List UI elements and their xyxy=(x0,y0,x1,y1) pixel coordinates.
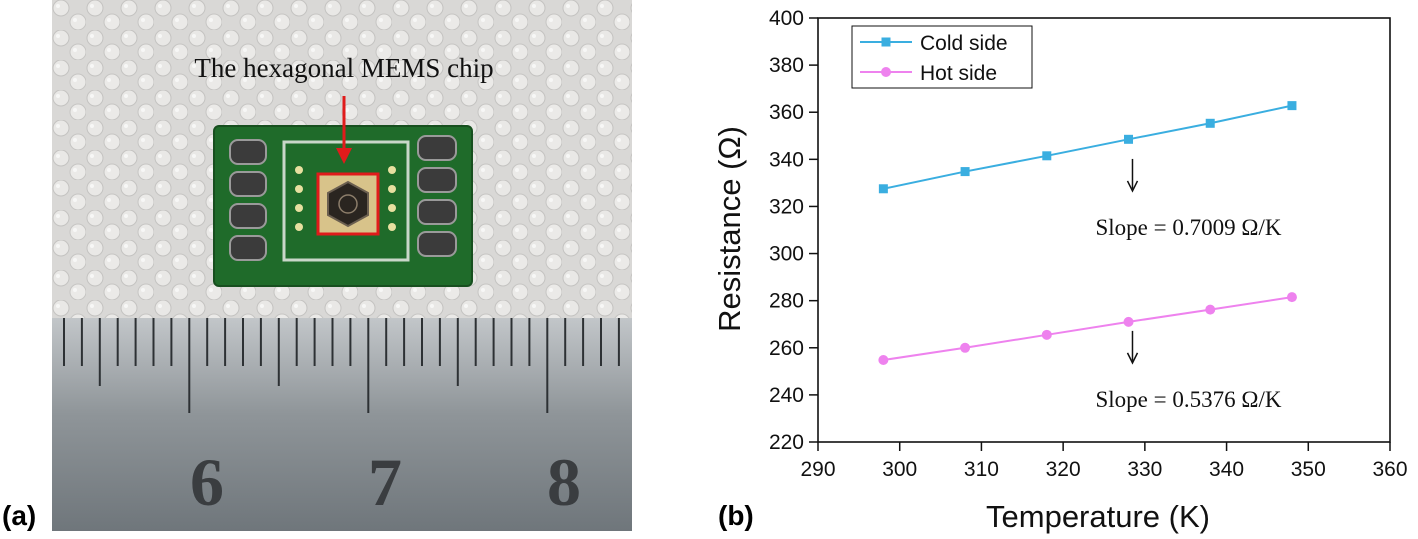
series-line-2 xyxy=(883,296,1293,362)
data-point xyxy=(1123,316,1134,327)
y-tick-label: 340 xyxy=(769,148,804,171)
slope-arrow-head xyxy=(1126,180,1139,193)
y-axis-label: Resistance (Ω) xyxy=(712,126,747,332)
data-point xyxy=(1205,304,1216,315)
data-point xyxy=(960,167,970,177)
pcb-inner-trace xyxy=(282,140,410,262)
data-point xyxy=(1286,292,1297,303)
x-tick-label: 300 xyxy=(882,458,917,481)
x-tick-label: 350 xyxy=(1291,458,1326,481)
series-layer xyxy=(878,101,1297,366)
y-tick-label: 400 xyxy=(769,7,804,30)
annotation-arrow-head xyxy=(336,148,352,164)
legend-box xyxy=(851,25,1033,89)
slope-annotations: Slope = 0.7009 Ω/K Slope = 0.5376 Ω/K xyxy=(1095,158,1282,412)
data-point xyxy=(1042,151,1052,161)
panel-label-b: (b) xyxy=(718,500,754,531)
data-point xyxy=(1124,134,1134,144)
y-tick-label: 300 xyxy=(769,243,804,266)
bond-pads xyxy=(295,166,396,231)
y-tick-label: 240 xyxy=(769,384,804,407)
panel-label-a: (a) xyxy=(2,500,37,531)
right-solder-pads xyxy=(417,135,457,257)
data-point xyxy=(1205,118,1215,128)
slope-annotation-1: Slope = 0.7009 Ω/K xyxy=(1095,215,1281,240)
ruler-number-6: 6 xyxy=(190,444,224,520)
series-line-1 xyxy=(883,104,1293,190)
plot-border xyxy=(817,17,1391,443)
y-tick-label: 320 xyxy=(769,195,804,218)
legend-marker xyxy=(881,67,891,77)
resistance-chart: 290 300 310 320 330 340 350 360 220 240 260 280 300… xyxy=(712,7,1408,534)
chip-annotation: The hexagonal MEMS chip xyxy=(194,53,493,83)
x-tick-label: 340 xyxy=(1209,458,1244,481)
data-point xyxy=(1287,101,1297,111)
ruler-number-8: 8 xyxy=(547,444,581,520)
hexagonal-chip xyxy=(327,180,369,228)
x-axis-ticks: 290 300 310 320 330 340 350 360 xyxy=(800,442,1408,481)
y-tick-label: 260 xyxy=(769,337,804,360)
legend-entry: Cold side xyxy=(920,32,1008,55)
data-point xyxy=(960,342,971,353)
x-axis-label: Temperature (K) xyxy=(986,499,1210,534)
data-point xyxy=(1041,329,1052,340)
slope-arrow-head xyxy=(1126,352,1139,365)
slope-annotation-2: Slope = 0.5376 Ω/K xyxy=(1095,387,1281,412)
mems-chip-photo: The hexagonal MEMS chip 6 7 8 xyxy=(52,0,632,531)
left-solder-pads xyxy=(229,139,267,261)
legend-marker xyxy=(881,37,891,47)
metal-ruler xyxy=(52,318,632,531)
x-tick-label: 330 xyxy=(1127,458,1162,481)
x-tick-label: 360 xyxy=(1372,458,1407,481)
plot-frame xyxy=(817,17,1391,443)
y-tick-label: 360 xyxy=(769,101,804,124)
legend-entry: Hot side xyxy=(920,62,997,85)
y-tick-label: 280 xyxy=(769,290,804,313)
data-point xyxy=(878,184,888,194)
ruler-ticks xyxy=(63,318,620,413)
y-tick-label: 220 xyxy=(769,431,804,454)
legend: Cold side Hot side xyxy=(851,25,1033,89)
x-tick-label: 320 xyxy=(1046,458,1081,481)
ruler-number-7: 7 xyxy=(368,444,402,520)
data-point xyxy=(878,355,889,366)
x-tick-label: 310 xyxy=(964,458,999,481)
y-axis-ticks: 220 240 260 280 300 320 340 360 380 400 xyxy=(769,7,818,454)
x-tick-label: 290 xyxy=(800,458,835,481)
y-tick-label: 380 xyxy=(769,54,804,77)
